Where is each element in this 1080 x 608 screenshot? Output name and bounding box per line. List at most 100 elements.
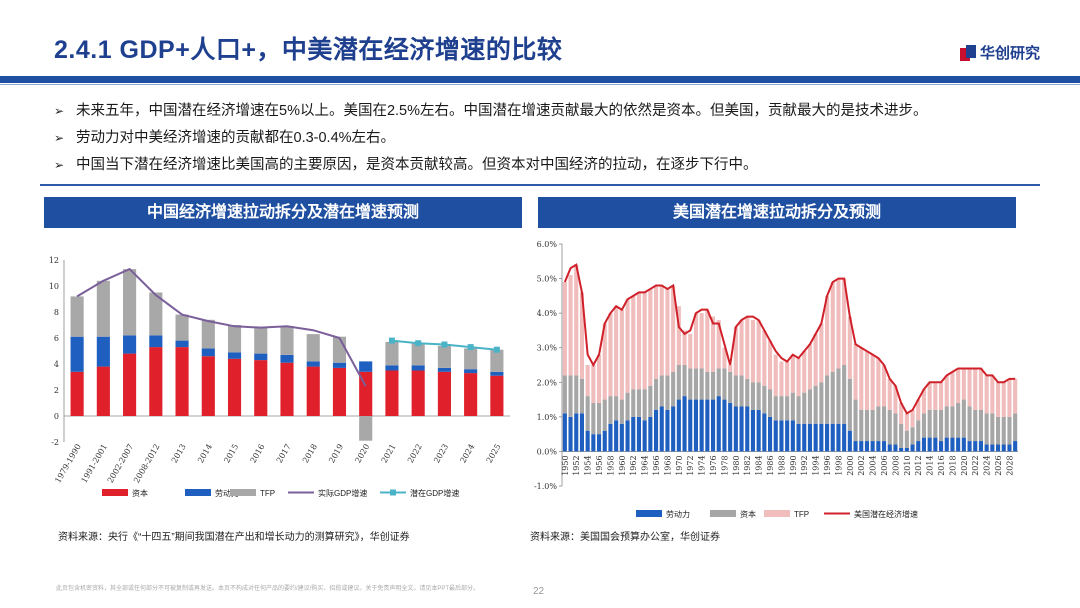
legend-label: TFP (794, 510, 809, 519)
bar-capital (938, 409, 944, 442)
bar-labor (785, 420, 790, 452)
bar-tfp (96, 280, 110, 337)
bar-capital (306, 366, 320, 416)
y-tick-label: 4.0% (537, 309, 558, 318)
bar-tfp (591, 365, 596, 404)
bar-capital (984, 413, 989, 445)
bar-tfp (1001, 382, 1006, 417)
bar-tfp (642, 292, 647, 390)
bar-tfp (967, 368, 972, 407)
bar-capital (842, 365, 847, 424)
x-tick-label: 2002 (857, 455, 866, 475)
bar-capital (745, 378, 750, 407)
bar-labor (830, 423, 835, 452)
x-tick-label: 1992 (800, 455, 809, 475)
bar-capital (579, 378, 585, 414)
y-tick-label: 10 (49, 282, 59, 291)
logo-text: 华创研究 (979, 45, 1040, 62)
bar-capital (464, 373, 478, 416)
bar-labor (585, 430, 590, 452)
bar-labor (710, 399, 716, 452)
x-tick-label: 1980 (732, 455, 741, 475)
bar-labor (956, 437, 961, 452)
header-divider-thin (0, 84, 1080, 85)
bar-labor (693, 399, 699, 452)
marker-potential-gdp (493, 346, 500, 353)
x-tick-label: 1952 (572, 455, 581, 475)
bar-tfp (562, 282, 567, 376)
bar-capital (1001, 416, 1006, 445)
bar-tfp (710, 316, 716, 372)
arrow-icon: ➢ (54, 158, 65, 172)
bar-tfp (824, 295, 830, 376)
legend-swatch (710, 510, 736, 517)
bar-labor (870, 441, 875, 452)
y-tick-label: 0.0% (537, 447, 558, 456)
bullet-item: ➢ 劳动力对中美经济增速的贡献都在0.3-0.4%左右。 (54, 125, 1064, 152)
bar-capital (602, 399, 607, 431)
bar-capital (995, 416, 1001, 445)
bar-capital (619, 399, 624, 424)
bar-labor (688, 399, 693, 452)
bar-labor (608, 423, 613, 452)
legend-swatch (102, 489, 128, 496)
right-chart-source: 资料来源：美国国会预算办公室，华创证券 (530, 532, 720, 543)
bar-capital (201, 356, 215, 416)
bar-capital (950, 406, 955, 438)
bar-tfp (836, 278, 841, 369)
y-tick-label: 0 (54, 412, 59, 421)
bar-capital (332, 367, 347, 416)
bar-labor (756, 409, 761, 452)
bar-tfp (785, 361, 790, 397)
bar-tfp (796, 358, 801, 397)
bar-labor (881, 441, 887, 452)
bar-labor (96, 336, 110, 367)
x-tick-label: 1988 (777, 455, 786, 475)
bar-labor (779, 420, 784, 452)
bar-capital (978, 409, 984, 442)
bar-capital (96, 366, 110, 416)
bar-tfp (756, 320, 761, 383)
bar-labor (699, 399, 704, 452)
bar-labor (636, 416, 642, 452)
bar-labor (967, 441, 972, 452)
bar-tfp (608, 313, 613, 397)
bar-labor (602, 430, 607, 452)
line-actual-gdp (76, 267, 367, 387)
bar-capital (648, 385, 653, 417)
bar-tfp (464, 348, 478, 370)
bar-capital (756, 382, 761, 410)
bar-labor (464, 369, 478, 374)
bar-capital (716, 368, 721, 397)
bar-labor (614, 420, 619, 452)
bar-capital (904, 430, 909, 448)
bar-tfp (70, 296, 84, 337)
bar-tfp (881, 365, 887, 407)
x-tick-label: 2008 (891, 455, 900, 475)
bar-tfp (961, 368, 966, 400)
bar-capital (631, 389, 636, 417)
bar-capital (699, 368, 704, 400)
marker-potential-gdp (415, 340, 422, 347)
x-tick-label: 1956 (595, 455, 604, 475)
x-tick-label: 2025 (485, 443, 503, 465)
y-tick-label: 3.0% (537, 344, 558, 353)
bar-tfp (956, 368, 961, 404)
bar-tfp (648, 288, 653, 386)
bar-labor (332, 362, 347, 368)
bar-capital (767, 389, 773, 417)
bar-labor (961, 437, 966, 452)
bar-tfp (733, 326, 738, 376)
bar-labor (859, 441, 864, 452)
bar-capital (785, 396, 790, 421)
legend-label: 美国潜在经济增速 (854, 509, 918, 519)
bar-capital (437, 371, 451, 416)
bar-capital (359, 371, 373, 416)
left-chart-source: 资料来源：央行《“十四五”期间我国潜在产出和增长动力的测算研究》，华创证券 (58, 532, 410, 543)
bar-labor (579, 413, 585, 452)
bar-tfp (699, 313, 704, 369)
bar-tfp (842, 278, 847, 365)
legend-swatch (764, 510, 790, 517)
bar-tfp (359, 416, 373, 441)
bar-capital (847, 378, 852, 431)
